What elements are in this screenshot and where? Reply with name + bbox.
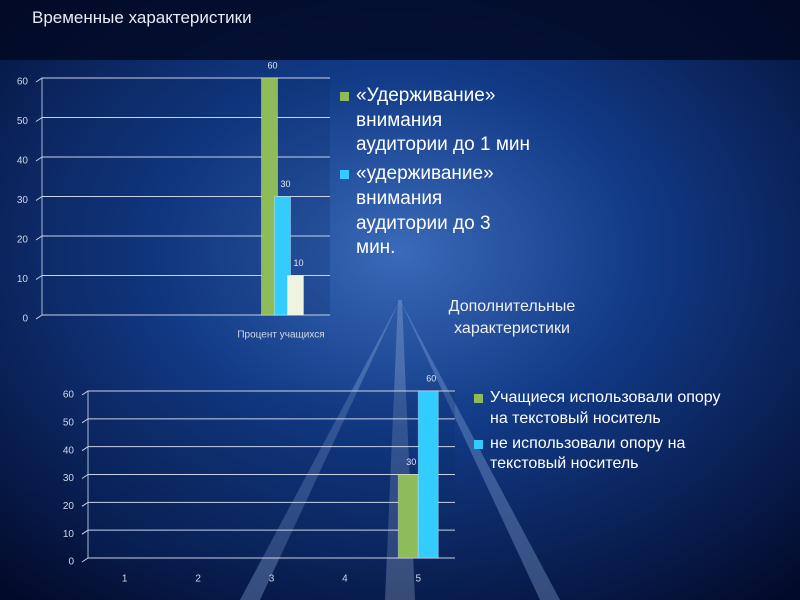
grid-line <box>35 117 330 122</box>
value-label: 30 <box>406 457 416 467</box>
y-tick-label: 0 <box>22 314 28 325</box>
y-tick-label: 60 <box>17 77 29 88</box>
y-tick-label: 30 <box>17 195 29 206</box>
y-tick-label: 60 <box>63 390 75 401</box>
y-tick-label: 10 <box>63 529 75 540</box>
y-tick-label: 40 <box>63 445 75 456</box>
x-tick-label: 2 <box>195 574 201 585</box>
x-tick-label: 4 <box>342 574 348 585</box>
legend-swatch <box>340 169 349 179</box>
value-label: 10 <box>293 258 303 268</box>
x-tick-label: 3 <box>269 574 275 585</box>
x-tick-label: 5 <box>416 574 422 585</box>
bar <box>417 390 439 559</box>
x-tick-label: 1 <box>122 574 128 585</box>
legend-item: Учащиеся использовали опору на текстовый… <box>474 388 724 430</box>
grid-line <box>35 275 330 280</box>
y-tick-label: 20 <box>17 235 29 246</box>
legend-label: Учащиеся использовали опору на текстовый… <box>490 389 721 427</box>
grid-line <box>35 156 330 162</box>
grid-line <box>81 446 455 452</box>
legend-label: «удерживание» внимания аудитории до 3 ми… <box>356 163 494 259</box>
y-tick-label: 20 <box>63 501 75 512</box>
legend-item: «удерживание» внимания аудитории до 3 ми… <box>340 162 530 261</box>
subheading: Дополнительные характеристики <box>448 298 576 337</box>
bar <box>397 474 419 559</box>
legend-label: не использовали опору на текстовый носит… <box>490 434 686 473</box>
y-tick-label: 10 <box>17 274 29 285</box>
y-tick-label: 50 <box>17 116 29 127</box>
grid-line <box>35 235 330 241</box>
legend-item: не использовали опору на текстовый носит… <box>474 434 724 476</box>
x-tick-label: Процент учащихся <box>237 330 324 341</box>
grid-line <box>35 314 330 320</box>
y-tick-label: 0 <box>68 557 74 568</box>
slide-title: Временные характеристики <box>32 8 252 27</box>
value-label: 60 <box>426 373 436 383</box>
grid-line <box>81 529 455 535</box>
grid-line <box>35 77 330 83</box>
legend-swatch <box>340 91 349 101</box>
grid-line <box>81 557 455 563</box>
value-label: 60 <box>267 60 277 70</box>
legend: «Удерживание» внимания аудитории до 1 ми… <box>340 84 530 265</box>
legend-swatch <box>474 394 483 404</box>
value-label: 30 <box>280 179 290 189</box>
y-tick-label: 30 <box>63 473 75 484</box>
grid-line <box>81 390 455 396</box>
header-band <box>0 0 800 60</box>
grid-line <box>81 474 455 479</box>
legend-item: «Удерживание» внимания аудитории до 1 ми… <box>340 84 530 158</box>
legend-swatch <box>474 439 483 449</box>
road-lines <box>240 300 560 600</box>
bar <box>274 196 291 316</box>
grid-line <box>35 196 330 201</box>
legend-label: «Удерживание» внимания аудитории до 1 ми… <box>356 85 530 156</box>
legend: Учащиеся использовали опору на текстовый… <box>474 388 724 479</box>
y-tick-label: 40 <box>17 156 29 167</box>
grid-line <box>81 418 455 424</box>
y-tick-label: 50 <box>63 417 75 428</box>
bar <box>287 275 304 316</box>
grid-line <box>81 501 455 507</box>
